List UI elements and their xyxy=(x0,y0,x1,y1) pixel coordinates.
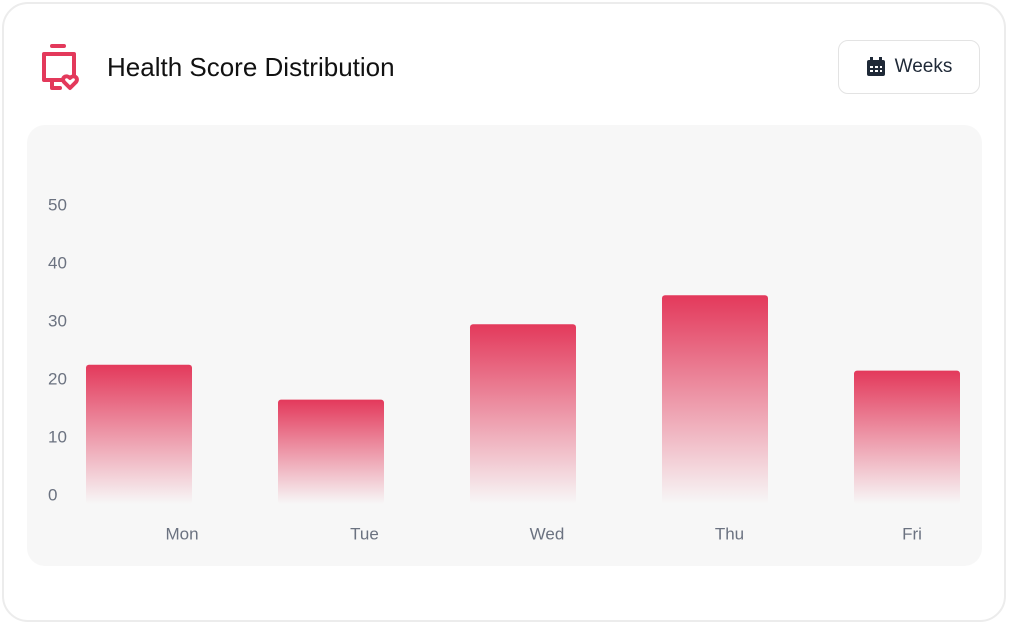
calendar-icon xyxy=(866,57,885,76)
bar xyxy=(278,399,384,504)
chart-title: Health Score Distribution xyxy=(107,52,395,82)
x-tick-label: Thu xyxy=(715,524,744,543)
bar xyxy=(470,324,576,504)
x-tick-label: Mon xyxy=(165,524,198,543)
x-tick-label: Tue xyxy=(350,524,379,543)
y-tick-label: 10 xyxy=(48,427,67,446)
y-tick-label: 50 xyxy=(48,195,67,214)
period-label[interactable]: Weeks xyxy=(894,56,953,77)
bar xyxy=(86,364,192,504)
x-tick-label: Wed xyxy=(530,524,565,543)
chart: Health Score Distribution 0 10 20 30 40 50 Mon… xyxy=(42,44,960,544)
y-tick-label: 20 xyxy=(48,369,67,388)
x-tick-label: Fri xyxy=(902,524,922,543)
y-tick-label: 40 xyxy=(48,253,67,272)
period-button[interactable]: Weeks xyxy=(838,40,980,94)
y-tick-label: 30 xyxy=(48,311,67,330)
y-tick-label: 0 xyxy=(48,485,57,504)
bar xyxy=(662,295,768,504)
bar xyxy=(854,370,960,504)
app-icon xyxy=(42,44,79,90)
